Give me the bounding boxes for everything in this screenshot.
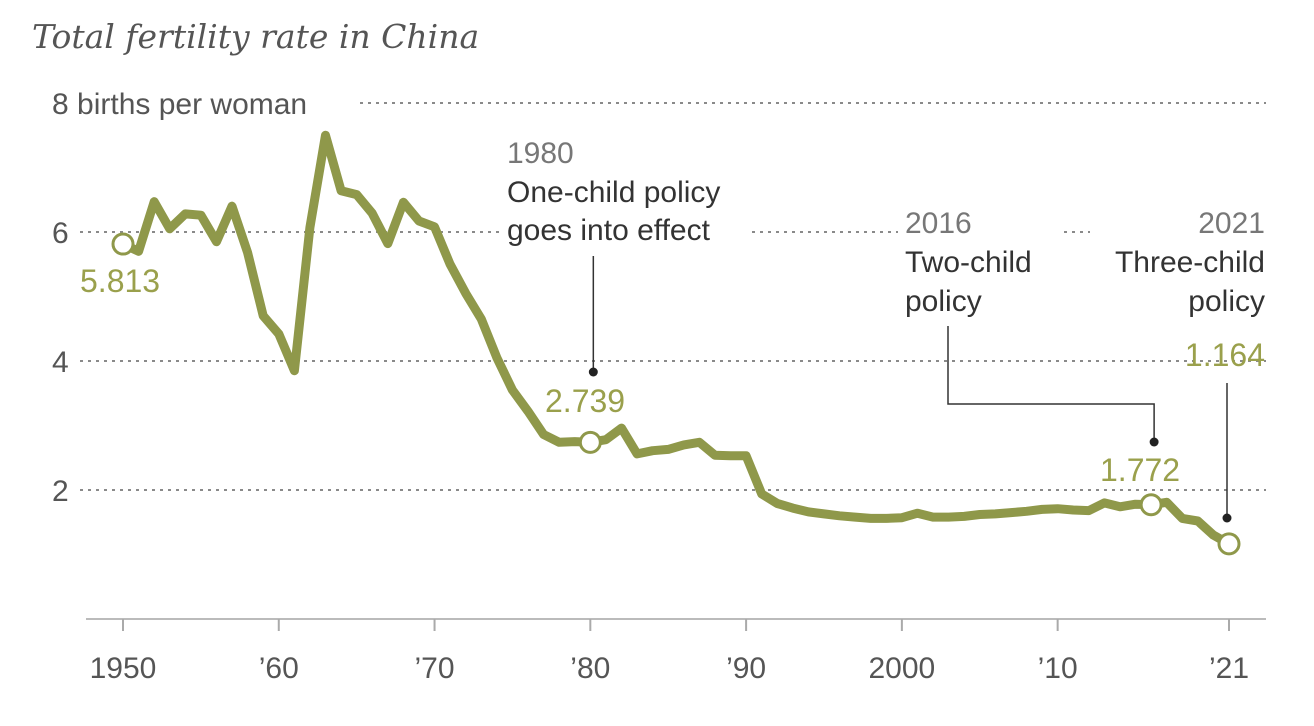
highlight-markers [111, 232, 1241, 556]
highlight-marker-1950 [111, 232, 135, 256]
leader-dot-one-child [588, 367, 598, 377]
y-tick-label-6: 6 [52, 217, 69, 250]
annotation-one-child-year: 1980 [507, 137, 574, 170]
y-tick-label-4: 4 [52, 346, 69, 379]
series-layer [118, 130, 1234, 549]
leader-dot-three-child [1222, 513, 1232, 523]
annotation-three-child-line-2: policy [1188, 285, 1265, 318]
highlight-marker-2016 [1139, 493, 1163, 517]
x-tick-label-2010: ’10 [1038, 652, 1078, 685]
x-tick-label-2021: ’21 [1209, 652, 1249, 685]
annotation-two-child-halo [898, 203, 1063, 321]
annotation-three-child-policy: 2021 Three-child policy [1090, 203, 1272, 321]
chart-title: Total fertility rate in China [32, 17, 479, 56]
x-tick-label-1990: ’90 [726, 652, 766, 685]
annotation-three-child-year: 2021 [1198, 207, 1265, 240]
value-label-2016: 1.772 [1100, 452, 1180, 488]
annotation-three-child-line-1: Three-child [1115, 246, 1265, 279]
highlight-marker-1980 [578, 430, 602, 454]
value-label-2021: 1.164 [1185, 337, 1265, 373]
x-tick-label-1950: 1950 [90, 652, 157, 685]
annotation-one-child-line-1: One-child policy [507, 176, 720, 209]
y-axis-ticks: 8 births per woman 6 4 2 [52, 88, 307, 508]
value-label-1950: 5.813 [80, 263, 160, 299]
series-line-0 [118, 130, 1234, 549]
annotation-two-child-line-2: policy [905, 285, 982, 318]
annotation-leaders [588, 256, 1232, 523]
x-tick-label-1970: ’70 [415, 652, 455, 685]
x-tick-label-1960: ’60 [259, 652, 299, 685]
leader-two-child [947, 326, 1155, 440]
value-label-1980: 2.739 [545, 383, 625, 419]
y-tick-label-8: 8 births per woman [52, 88, 307, 121]
annotation-two-child-line-1: Two-child [905, 246, 1032, 279]
highlight-marker-2021 [1217, 532, 1241, 556]
x-tick-label-1980: ’80 [570, 652, 610, 685]
annotation-one-child-policy: 1980 One-child policy goes into effect [500, 134, 750, 252]
annotation-one-child-halo [500, 134, 750, 252]
annotation-two-child-year: 2016 [905, 207, 972, 240]
x-tick-label-2000: 2000 [868, 652, 935, 685]
leader-dot-two-child [1149, 437, 1159, 447]
annotation-two-child-policy: 2016 Two-child policy [898, 203, 1063, 321]
annotation-one-child-line-2: goes into effect [507, 214, 711, 247]
y-tick-label-2: 2 [52, 475, 69, 508]
x-axis-ticks: 1950 ’60 ’70 ’80 ’90 2000 ’10 ’21 [90, 619, 1249, 685]
annotation-three-child-halo [1090, 203, 1272, 321]
